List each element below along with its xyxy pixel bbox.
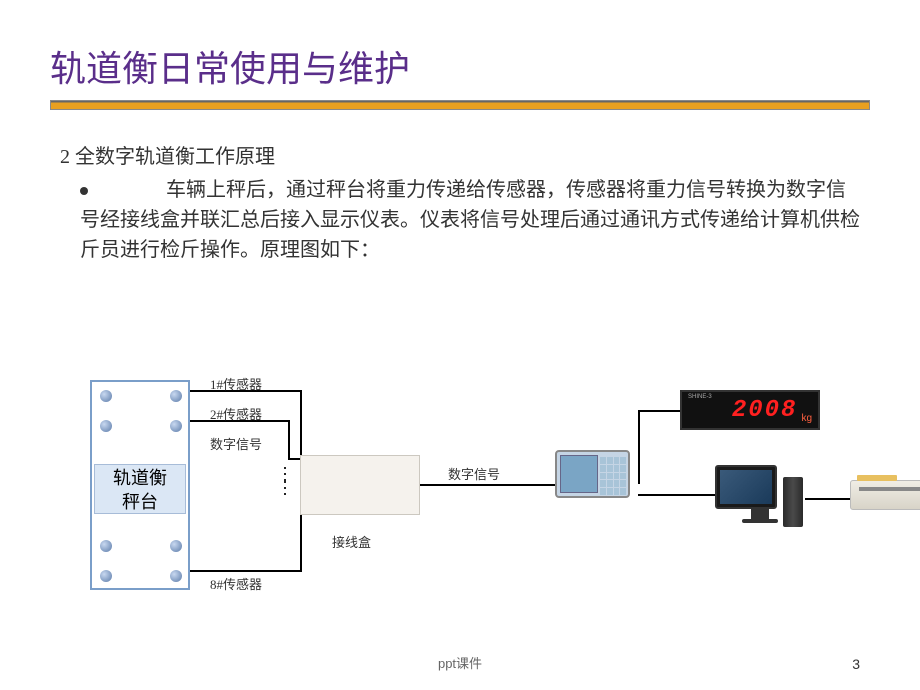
platform-label-line2: 秤台 [122, 492, 158, 512]
title-underline [50, 100, 870, 110]
sensor-dot [170, 570, 182, 582]
platform-label-line1: 轨道衡 [113, 468, 167, 488]
led-value: 2008 [732, 397, 798, 424]
monitor-base [742, 519, 778, 523]
indicator-keypad [600, 457, 626, 495]
section-heading: 2 全数字轨道衡工作原理 [60, 140, 870, 169]
sensor-dot [100, 540, 112, 552]
printer-icon [850, 480, 920, 510]
principle-diagram: 传感器 轨道衡 秤台 1#传感器 2#传感器 数字信号 8#传感器 ⋯⋯ 接线盒… [60, 370, 880, 650]
wire-sensor8 [180, 570, 300, 572]
led-brand: SHINE-3 [688, 394, 712, 400]
body-text: 车辆上秤后，通过秤台将重力传递给传感器，传感器将重力信号转换为数字信号经接线盒并… [80, 179, 860, 261]
body-paragraph: 车辆上秤后，通过秤台将重力传递给传感器，传感器将重力信号转换为数字信号经接线盒并… [80, 175, 860, 265]
sensor-dot [170, 540, 182, 552]
sensor-dot [100, 390, 112, 402]
digital-signal-label-1: 数字信号 [210, 434, 262, 453]
indicator-screen [555, 450, 630, 498]
wire-to-printer [805, 498, 851, 500]
sensor-dot [100, 570, 112, 582]
wire-sensor8-v [300, 512, 302, 572]
monitor-icon [715, 465, 777, 509]
wire-junction-terminal [420, 484, 555, 486]
sensor-dot [170, 390, 182, 402]
computer [715, 465, 805, 545]
footer-label: ppt课件 [438, 653, 482, 672]
page-number: 3 [852, 656, 860, 672]
sensor8-label: 8#传感器 [210, 574, 262, 593]
sensor1-label: 1#传感器 [210, 374, 262, 393]
wire-to-led-h [638, 410, 682, 412]
digital-signal-label-2: 数字信号 [448, 464, 500, 483]
weighing-indicator [555, 450, 640, 520]
printer [850, 480, 920, 530]
junction-box-label: 接线盒 [332, 532, 371, 551]
junction-box [300, 455, 420, 515]
led-display: SHINE-3 2008 kg [680, 390, 820, 430]
sensor-dot [170, 420, 182, 432]
wire-sensor2-v [288, 420, 290, 458]
monitor-stand [751, 509, 769, 519]
wire-to-led-v [638, 410, 640, 484]
page-title: 轨道衡日常使用与维护 [50, 40, 870, 92]
sensor2-label: 2#传感器 [210, 404, 262, 423]
ellipsis-vertical-icon: ⋯⋯ [274, 465, 296, 493]
bullet-icon [80, 187, 88, 195]
wire-sensor1-v [300, 390, 302, 458]
pc-tower-icon [783, 477, 803, 527]
platform-label: 轨道衡 秤台 [94, 464, 186, 514]
slide: 轨道衡日常使用与维护 2 全数字轨道衡工作原理 车辆上秤后，通过秤台将重力传递给… [0, 0, 920, 690]
wire-to-computer [638, 494, 716, 496]
led-unit: kg [801, 413, 812, 424]
sensor-dot [100, 420, 112, 432]
